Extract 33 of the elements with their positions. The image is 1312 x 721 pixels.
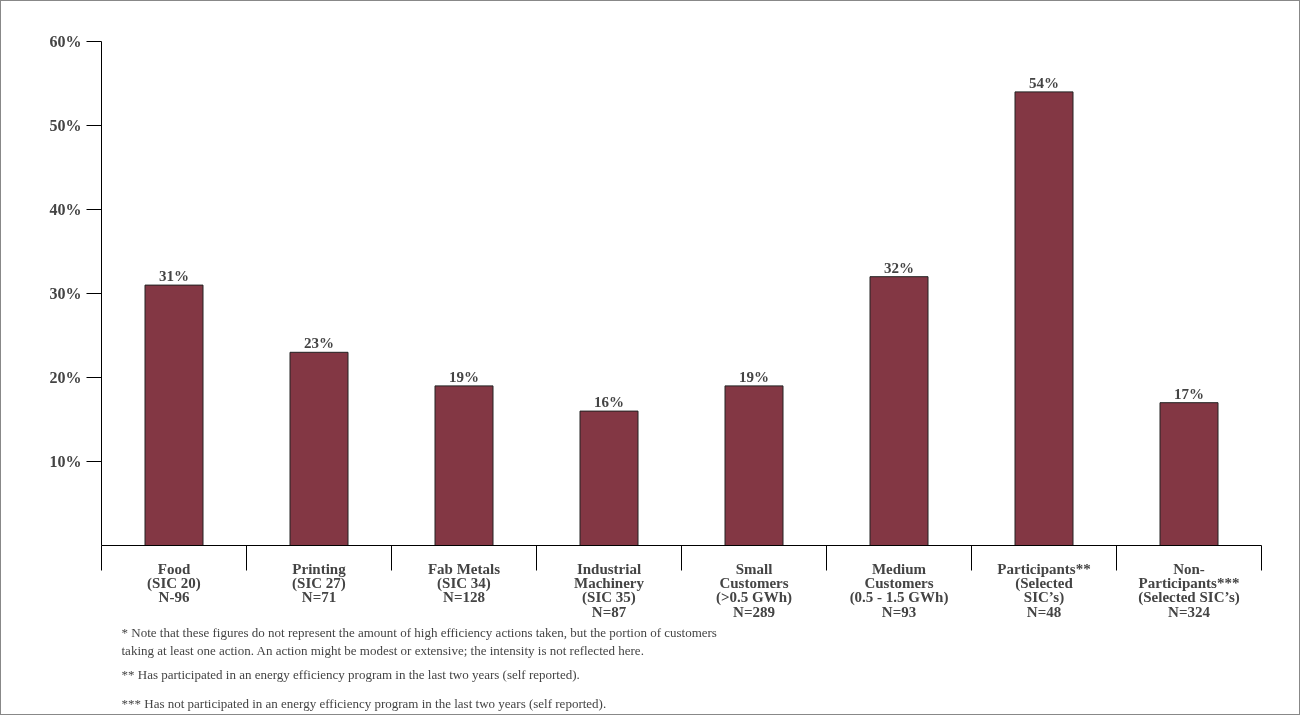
x-tick-label: Printing (SIC 27) N=71 (292, 560, 347, 606)
y-tick-label: 40% (49, 201, 82, 218)
bar (434, 385, 494, 546)
text: * Note that these figures do not represent the amount of high efficiency actions taken, but the portion of customers taking at least one action. An action might be modest or extensive; the intensity is not reflected here. (121, 625, 717, 658)
bar (724, 385, 784, 546)
data-label: 31% (159, 268, 189, 285)
x-tick-label: Medium Customers (0.5 - 1.5 GWh) N=93 (849, 560, 949, 620)
x-tick-label: Non- Participants*** (Selected SIC’s) N=324 (1138, 560, 1240, 620)
y-tick-label: 50% (49, 117, 82, 134)
y-tick-label: 60% (49, 33, 82, 50)
x-tick-label: Industrial Machinery (SIC 35) N=87 (574, 560, 645, 620)
bar (869, 276, 929, 546)
data-label: 17% (1174, 385, 1204, 402)
data-label: 23% (304, 335, 334, 352)
x-tick-label: Food (SIC 20) N-96 (147, 560, 201, 606)
data-label: 32% (884, 259, 914, 276)
x-tick-label: Participants** (Selected SIC’s) N=48 (997, 560, 1091, 620)
bar (1014, 91, 1074, 546)
data-label: 54% (1029, 74, 1059, 91)
y-tick-label: 30% (49, 285, 82, 302)
bar (289, 351, 349, 546)
data-label: 16% (594, 394, 624, 411)
text: ** Has participated in an energy efficiency program in the last two years (self reported). (121, 666, 580, 682)
data-label: 19% (739, 368, 769, 385)
y-tick-label: 20% (49, 369, 82, 386)
x-tick-label: Small Customers (>0.5 GWh) N=289 (715, 560, 793, 620)
text: *** Has not participated in an energy efficiency program in the last two years (self reported). (121, 695, 607, 711)
bar (144, 284, 204, 546)
bar (579, 410, 639, 546)
y-tick-label: 10% (49, 453, 82, 470)
bar (1159, 402, 1219, 546)
data-label: 19% (449, 368, 479, 385)
x-tick-label: Fab Metals (SIC 34) N=128 (427, 560, 501, 606)
